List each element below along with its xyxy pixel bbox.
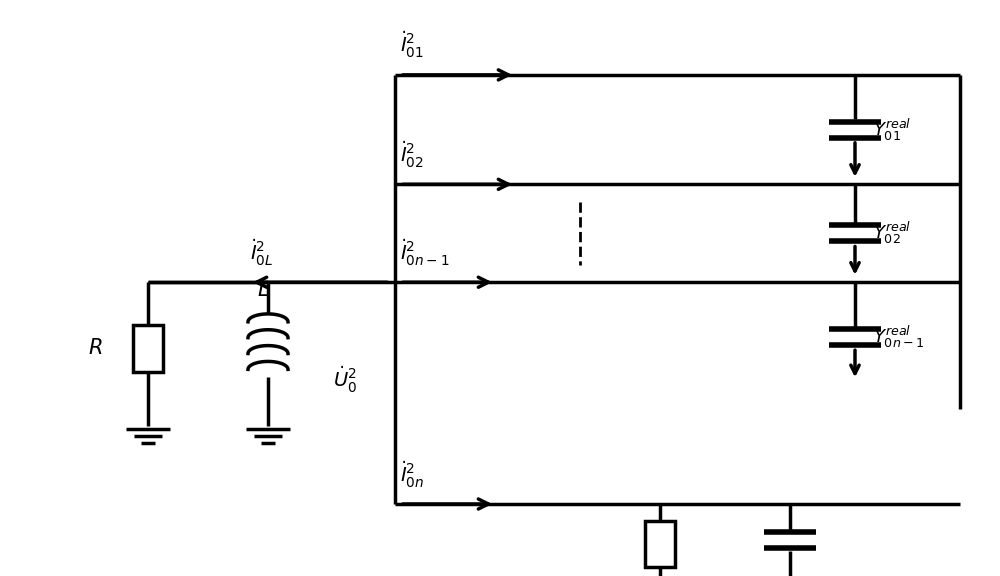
Text: $\dot{U}_{0}^{2}$: $\dot{U}_{0}^{2}$: [333, 365, 357, 395]
Bar: [645, 521, 675, 567]
Text: $Y_{01}^{real}$: $Y_{01}^{real}$: [873, 116, 911, 143]
Text: $\dot{I}_{0n-1}^{2}$: $\dot{I}_{0n-1}^{2}$: [400, 238, 449, 268]
Text: $Y_{0n-1}^{real}$: $Y_{0n-1}^{real}$: [873, 324, 924, 350]
Text: $R$: $R$: [88, 339, 103, 358]
Bar: [133, 325, 163, 372]
Text: $\dot{I}_{02}^{2}$: $\dot{I}_{02}^{2}$: [400, 140, 424, 170]
Text: $\dot{I}_{01}^{2}$: $\dot{I}_{01}^{2}$: [400, 31, 424, 60]
Text: $\dot{I}_{0L}^{2}$: $\dot{I}_{0L}^{2}$: [250, 238, 273, 268]
Text: $L$: $L$: [257, 279, 269, 300]
Text: $\dot{I}_{0n}^{2}$: $\dot{I}_{0n}^{2}$: [400, 460, 424, 490]
Text: $Y_{02}^{real}$: $Y_{02}^{real}$: [873, 220, 911, 247]
